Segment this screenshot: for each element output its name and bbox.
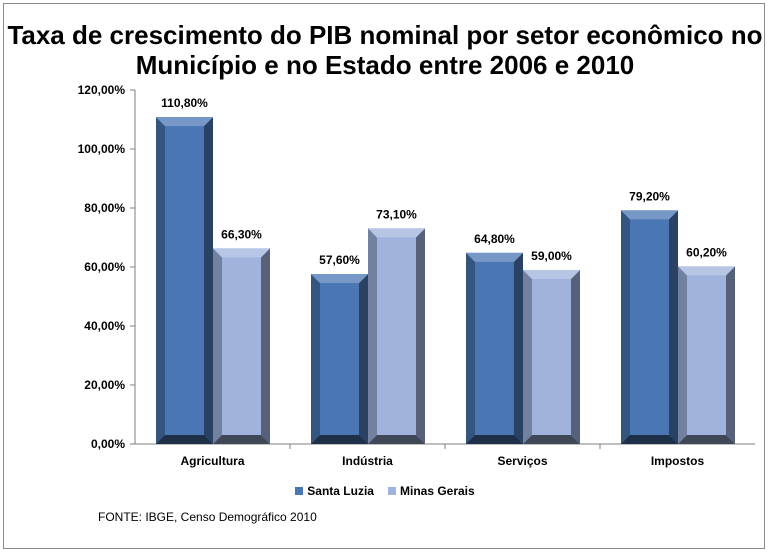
source-note: FONTE: IBGE, Censo Demográfico 2010 <box>98 510 317 524</box>
legend-label-santa-luzia: Santa Luzia <box>307 484 374 498</box>
bar-santa-luzia-industria <box>311 274 368 444</box>
legend-label-minas-gerais: Minas Gerais <box>399 484 475 498</box>
chart-legend: Santa Luzia Minas Gerais <box>0 484 770 498</box>
bar-minas-gerais-agricultura <box>213 248 270 444</box>
y-tick-label: 120,00% <box>78 83 126 97</box>
bar-minas-gerais-servicos <box>523 269 580 444</box>
data-label-minas-gerais-impostos: 60,20% <box>686 245 727 259</box>
y-tick-label: 80,00% <box>84 201 125 215</box>
bar-santa-luzia-servicos <box>466 252 523 444</box>
chart-title: Taxa de crescimento do PIB nominal por s… <box>7 20 763 80</box>
data-label-santa-luzia-agricultura: 110,80% <box>161 96 208 110</box>
y-tick-label: 20,00% <box>84 378 125 392</box>
bar-santa-luzia-impostos <box>621 210 678 444</box>
bar-minas-gerais-impostos <box>678 266 735 444</box>
x-tick-label-industria: Indústria <box>342 454 393 468</box>
legend-item-santa-luzia: Santa Luzia <box>295 484 374 498</box>
x-tick-label-impostos: Impostos <box>651 454 705 468</box>
data-label-minas-gerais-servicos: 59,00% <box>531 249 572 263</box>
y-tick-label: 100,00% <box>78 142 126 156</box>
x-tick-label-servicos: Serviços <box>497 454 547 468</box>
y-tick-label: 40,00% <box>84 319 125 333</box>
data-label-minas-gerais-agricultura: 66,30% <box>221 227 262 241</box>
data-label-minas-gerais-industria: 73,10% <box>376 207 417 221</box>
data-label-santa-luzia-servicos: 64,80% <box>474 232 515 246</box>
legend-item-minas-gerais: Minas Gerais <box>387 484 475 498</box>
data-label-santa-luzia-industria: 57,60% <box>319 253 360 267</box>
bar-santa-luzia-agricultura <box>156 117 213 444</box>
x-tick-label-agricultura: Agricultura <box>180 454 244 468</box>
legend-swatch-santa-luzia <box>295 487 304 495</box>
data-label-santa-luzia-impostos: 79,20% <box>629 189 670 203</box>
legend-swatch-minas-gerais <box>387 487 396 495</box>
y-tick-label: 60,00% <box>84 260 125 274</box>
bar-minas-gerais-industria <box>368 228 425 444</box>
y-tick-label: 0,00% <box>91 437 125 451</box>
